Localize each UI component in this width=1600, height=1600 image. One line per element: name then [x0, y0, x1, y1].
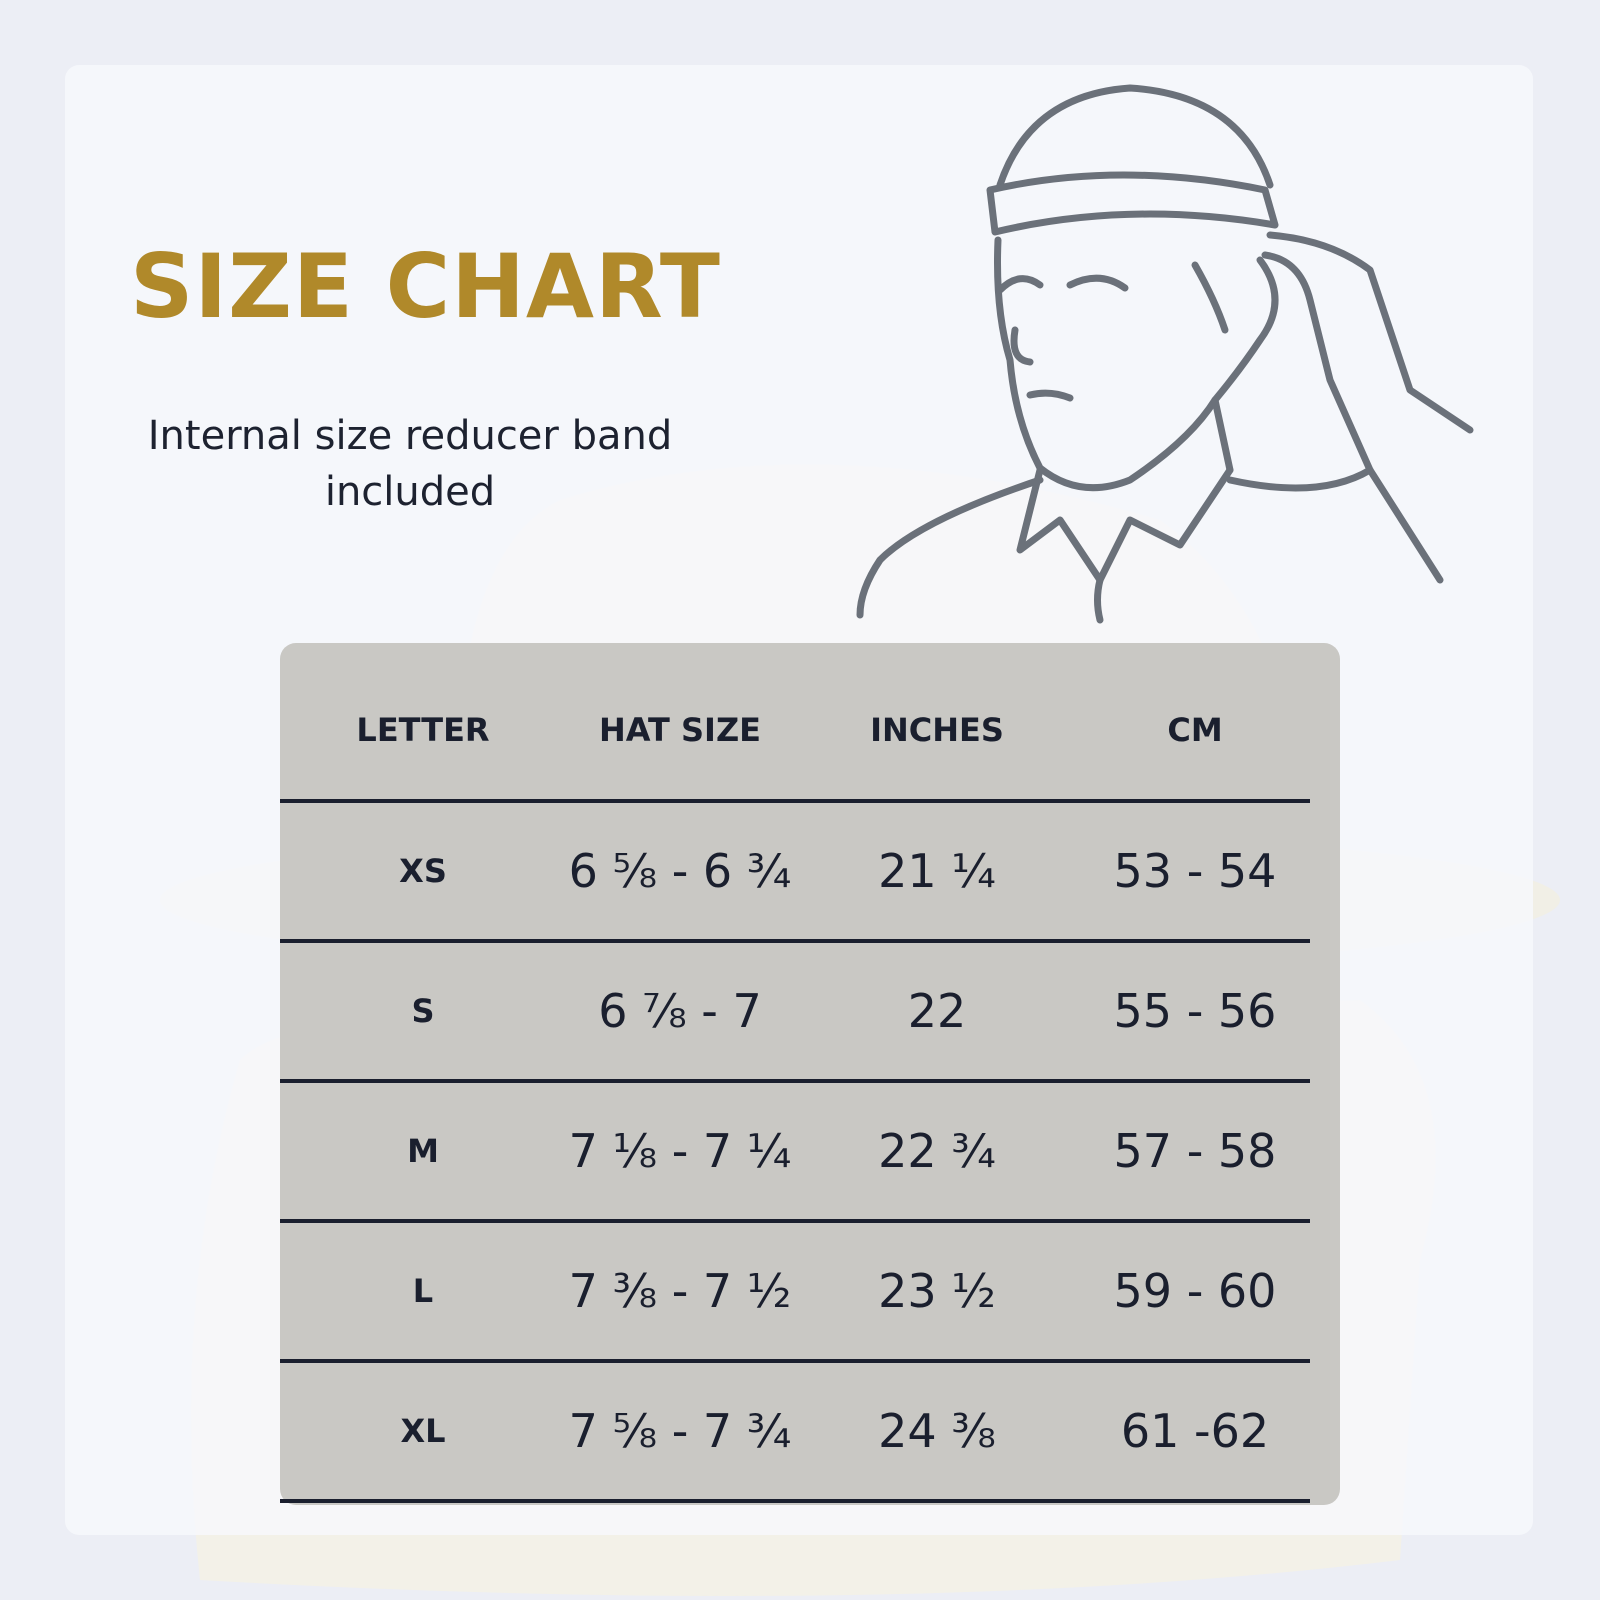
subtitle: Internal size reducer band included — [147, 413, 673, 515]
size-value: 55 - 56 — [1113, 984, 1277, 1038]
size-value: 21 ¼ — [878, 844, 996, 898]
column-header: INCHES — [870, 711, 1004, 749]
size-letter: XS — [399, 852, 447, 890]
size-value: 61 -62 — [1120, 1404, 1270, 1458]
row-divider — [280, 1079, 1310, 1083]
row-divider — [280, 939, 1310, 943]
column-header: CM — [1167, 711, 1223, 749]
size-letter: S — [411, 992, 435, 1030]
column-header: LETTER — [356, 711, 490, 749]
size-value: 7 ⅝ - 7 ¾ — [568, 1404, 792, 1458]
row-divider — [280, 799, 1310, 803]
size-value: 23 ½ — [878, 1264, 996, 1318]
size-value: 6 ⅝ - 6 ¾ — [568, 844, 792, 898]
row-divider — [280, 1499, 1310, 1503]
size-letter: XL — [400, 1412, 446, 1450]
size-value: 7 ⅛ - 7 ¼ — [568, 1124, 792, 1178]
row-divider — [280, 1359, 1310, 1363]
size-value: 22 — [907, 984, 967, 1038]
size-value: 7 ⅜ - 7 ½ — [568, 1264, 792, 1318]
size-table: LETTER HAT SIZE INCHES CM XS 6 ⅝ - 6 ¾ 21 ¼ 53 … — [280, 643, 1340, 1505]
head-illustration — [856, 84, 1474, 624]
size-letter: M — [407, 1132, 439, 1170]
size-value: 6 ⅞ - 7 — [598, 984, 762, 1038]
column-header: HAT SIZE — [598, 711, 762, 749]
size-letter: L — [412, 1272, 434, 1310]
size-value: 24 ⅜ — [878, 1404, 996, 1458]
title: SIZE CHART — [130, 235, 721, 338]
size-value: 59 - 60 — [1113, 1264, 1277, 1318]
size-value: 53 - 54 — [1113, 844, 1277, 898]
row-divider — [280, 1219, 1310, 1223]
size-value: 57 - 58 — [1113, 1124, 1277, 1178]
size-value: 22 ¾ — [878, 1124, 996, 1178]
